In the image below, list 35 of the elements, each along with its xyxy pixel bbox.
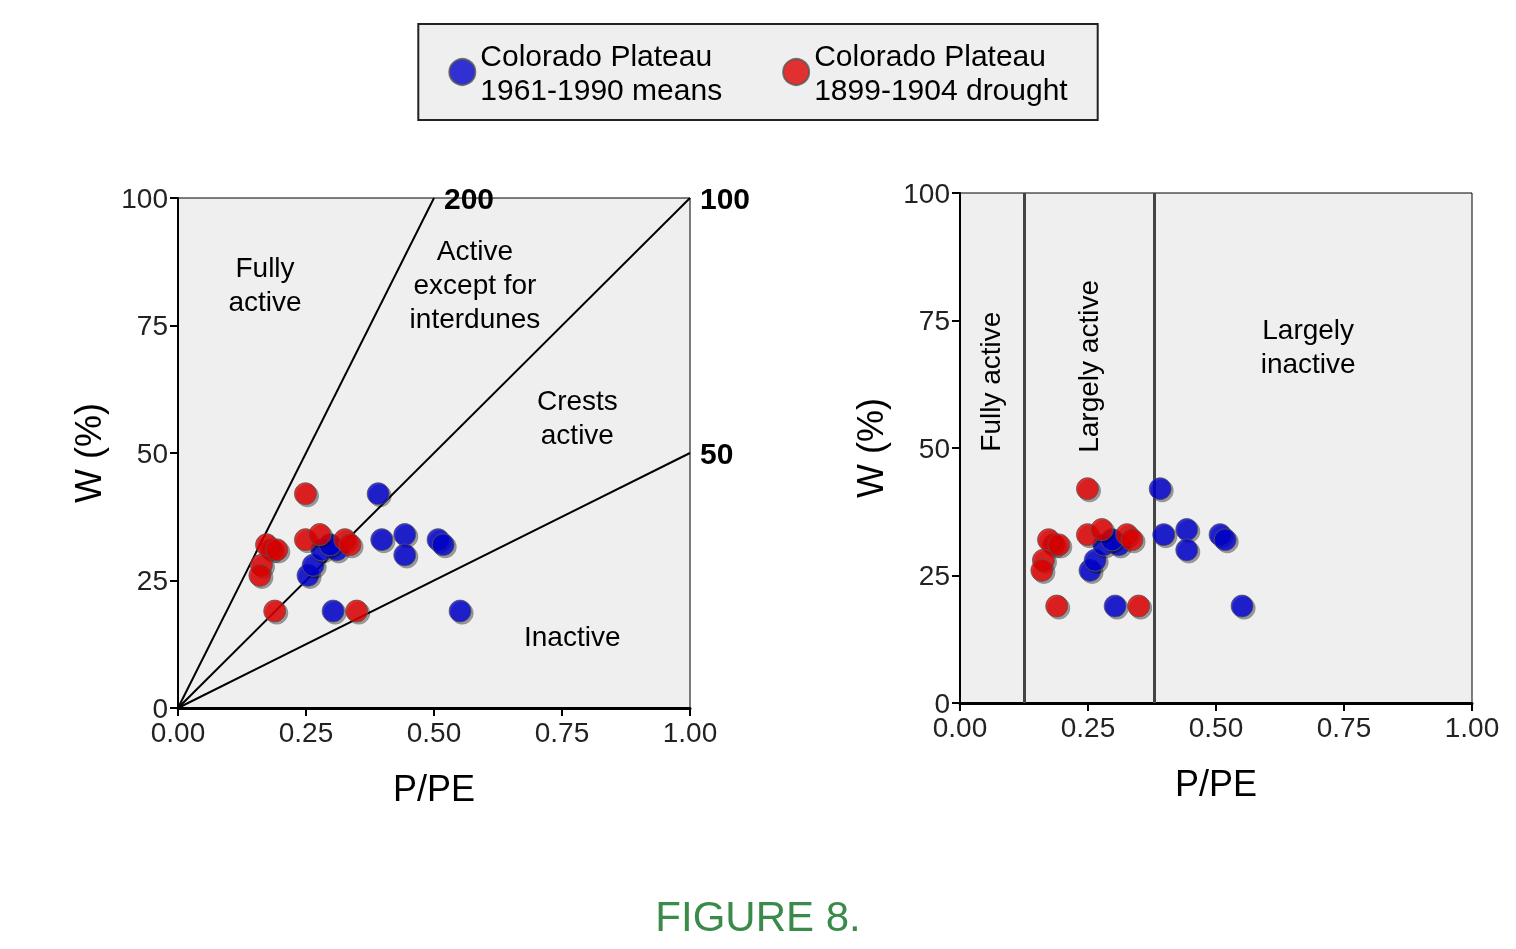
- caption: FIGURE 8.: [655, 892, 861, 940]
- y-tick-label: 50: [918, 432, 950, 464]
- y-tick-label: 75: [136, 310, 168, 341]
- annotation: Largely active: [1072, 280, 1104, 453]
- series-label: 200: [444, 181, 495, 215]
- y-tick-label: 0: [934, 687, 950, 719]
- series-label: 50: [700, 436, 734, 470]
- legend-label: Colorado Plateau 1899-1904 drought: [814, 38, 1069, 106]
- x-tick-label: 1.00: [662, 716, 718, 748]
- x-tick-label: 0.50: [1188, 711, 1244, 743]
- y-tick-label: 100: [121, 182, 168, 214]
- y-tick-label: 100: [903, 177, 950, 209]
- y-axis-title: W (%): [67, 403, 109, 503]
- x-tick-label: 0.75: [534, 716, 590, 748]
- x-tick-label: 0.75: [1316, 711, 1372, 743]
- annotation: Fully active: [228, 252, 302, 318]
- y-tick-label: 75: [918, 305, 950, 336]
- x-tick-label: 1.00: [1444, 711, 1500, 743]
- x-axis-title: P/PE: [1174, 762, 1258, 804]
- annotation: Inactive: [523, 621, 621, 653]
- y-tick-label: 25: [918, 560, 950, 591]
- annotation: Fully active: [975, 311, 1007, 452]
- annotation: Largely inactive: [1260, 313, 1356, 379]
- y-axis-title: W (%): [849, 398, 891, 498]
- legend-label: Colorado Plateau 1961-1990 means: [480, 38, 723, 106]
- x-tick-label: 0.25: [1060, 711, 1116, 743]
- annotation: Active except for interdunes: [409, 235, 541, 335]
- y-tick-label: 50: [136, 437, 168, 469]
- x-tick-label: 0.50: [406, 716, 462, 748]
- y-tick-label: 25: [136, 565, 168, 596]
- x-tick-label: 0.25: [278, 716, 334, 748]
- y-tick-label: 0: [152, 692, 168, 724]
- annotation: Crests active: [536, 384, 618, 450]
- series-label: 100: [700, 181, 751, 215]
- x-axis-title: P/PE: [392, 767, 476, 809]
